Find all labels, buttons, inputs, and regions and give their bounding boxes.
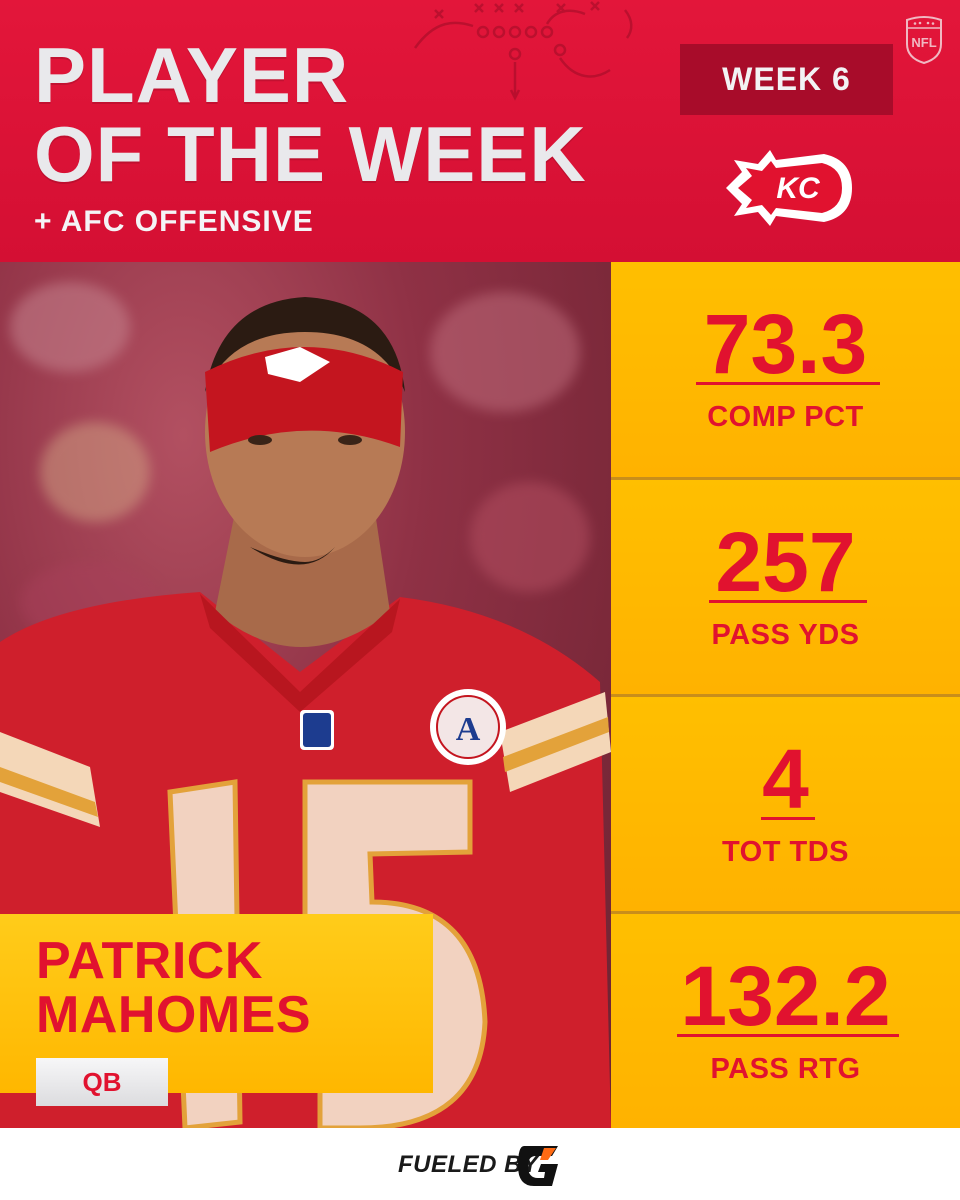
chiefs-arrowhead-logo: KC xyxy=(726,150,852,226)
stat-divider xyxy=(611,477,960,480)
crowd-bokeh xyxy=(430,292,580,412)
svg-text:A: A xyxy=(456,711,481,748)
stat-pass-yds: 257 PASS YDS xyxy=(611,480,960,696)
stat-value: 257 xyxy=(715,515,856,609)
nfl-shield-icon: NFL xyxy=(906,16,942,64)
stat-divider xyxy=(611,694,960,697)
gatorade-g-icon xyxy=(518,1146,558,1186)
position-label: QB xyxy=(82,1066,122,1097)
stat-pass-rtg: 132.2 PASS RTG xyxy=(611,914,960,1130)
player-first-name: PATRICK xyxy=(36,932,263,990)
stat-underline xyxy=(696,382,880,385)
stat-underline xyxy=(761,817,815,820)
stats-column: 73.3 COMP PCT 257 PASS YDS 4 TOT TDS 132… xyxy=(611,262,960,1130)
award-subtitle: + AFC OFFENSIVE xyxy=(34,205,314,238)
stat-comp-pct: 73.3 COMP PCT xyxy=(611,262,960,478)
svg-text:KC: KC xyxy=(776,172,821,205)
player-photo: A xyxy=(0,262,611,1128)
sponsor-footer xyxy=(0,1128,960,1200)
play-diagram-icon xyxy=(413,1,633,101)
stat-label: PASS RTG xyxy=(710,1053,861,1085)
crowd-bokeh xyxy=(40,422,150,522)
player-last-name: MAHOMES xyxy=(36,986,312,1044)
svg-text:NFL: NFL xyxy=(911,35,936,50)
stat-value: 73.3 xyxy=(703,297,868,391)
crowd-bokeh xyxy=(10,282,130,372)
stat-tot-tds: 4 TOT TDS xyxy=(611,697,960,913)
stat-value: 132.2 xyxy=(680,949,891,1043)
position-badge: QB xyxy=(36,1058,168,1106)
stat-divider xyxy=(611,911,960,914)
sponsor-text: FUELED BY xyxy=(398,1151,539,1178)
week-label: WEEK 6 xyxy=(722,61,851,97)
stat-label: TOT TDS xyxy=(721,836,850,868)
title-line-2: OF THE WEEK xyxy=(34,110,587,198)
stat-label: COMP PCT xyxy=(707,401,864,433)
stat-value: 4 xyxy=(762,732,809,826)
title-line-1: PLAYER xyxy=(34,31,350,119)
week-badge: WEEK 6 xyxy=(680,44,893,115)
stat-underline xyxy=(677,1034,899,1037)
crowd-bokeh xyxy=(470,482,590,592)
stat-underline xyxy=(709,600,867,603)
header-banner: PLAYER OF THE WEEK + AFC OFFENSIVE WEEK … xyxy=(0,0,960,262)
stat-label: PASS YDS xyxy=(711,619,860,651)
